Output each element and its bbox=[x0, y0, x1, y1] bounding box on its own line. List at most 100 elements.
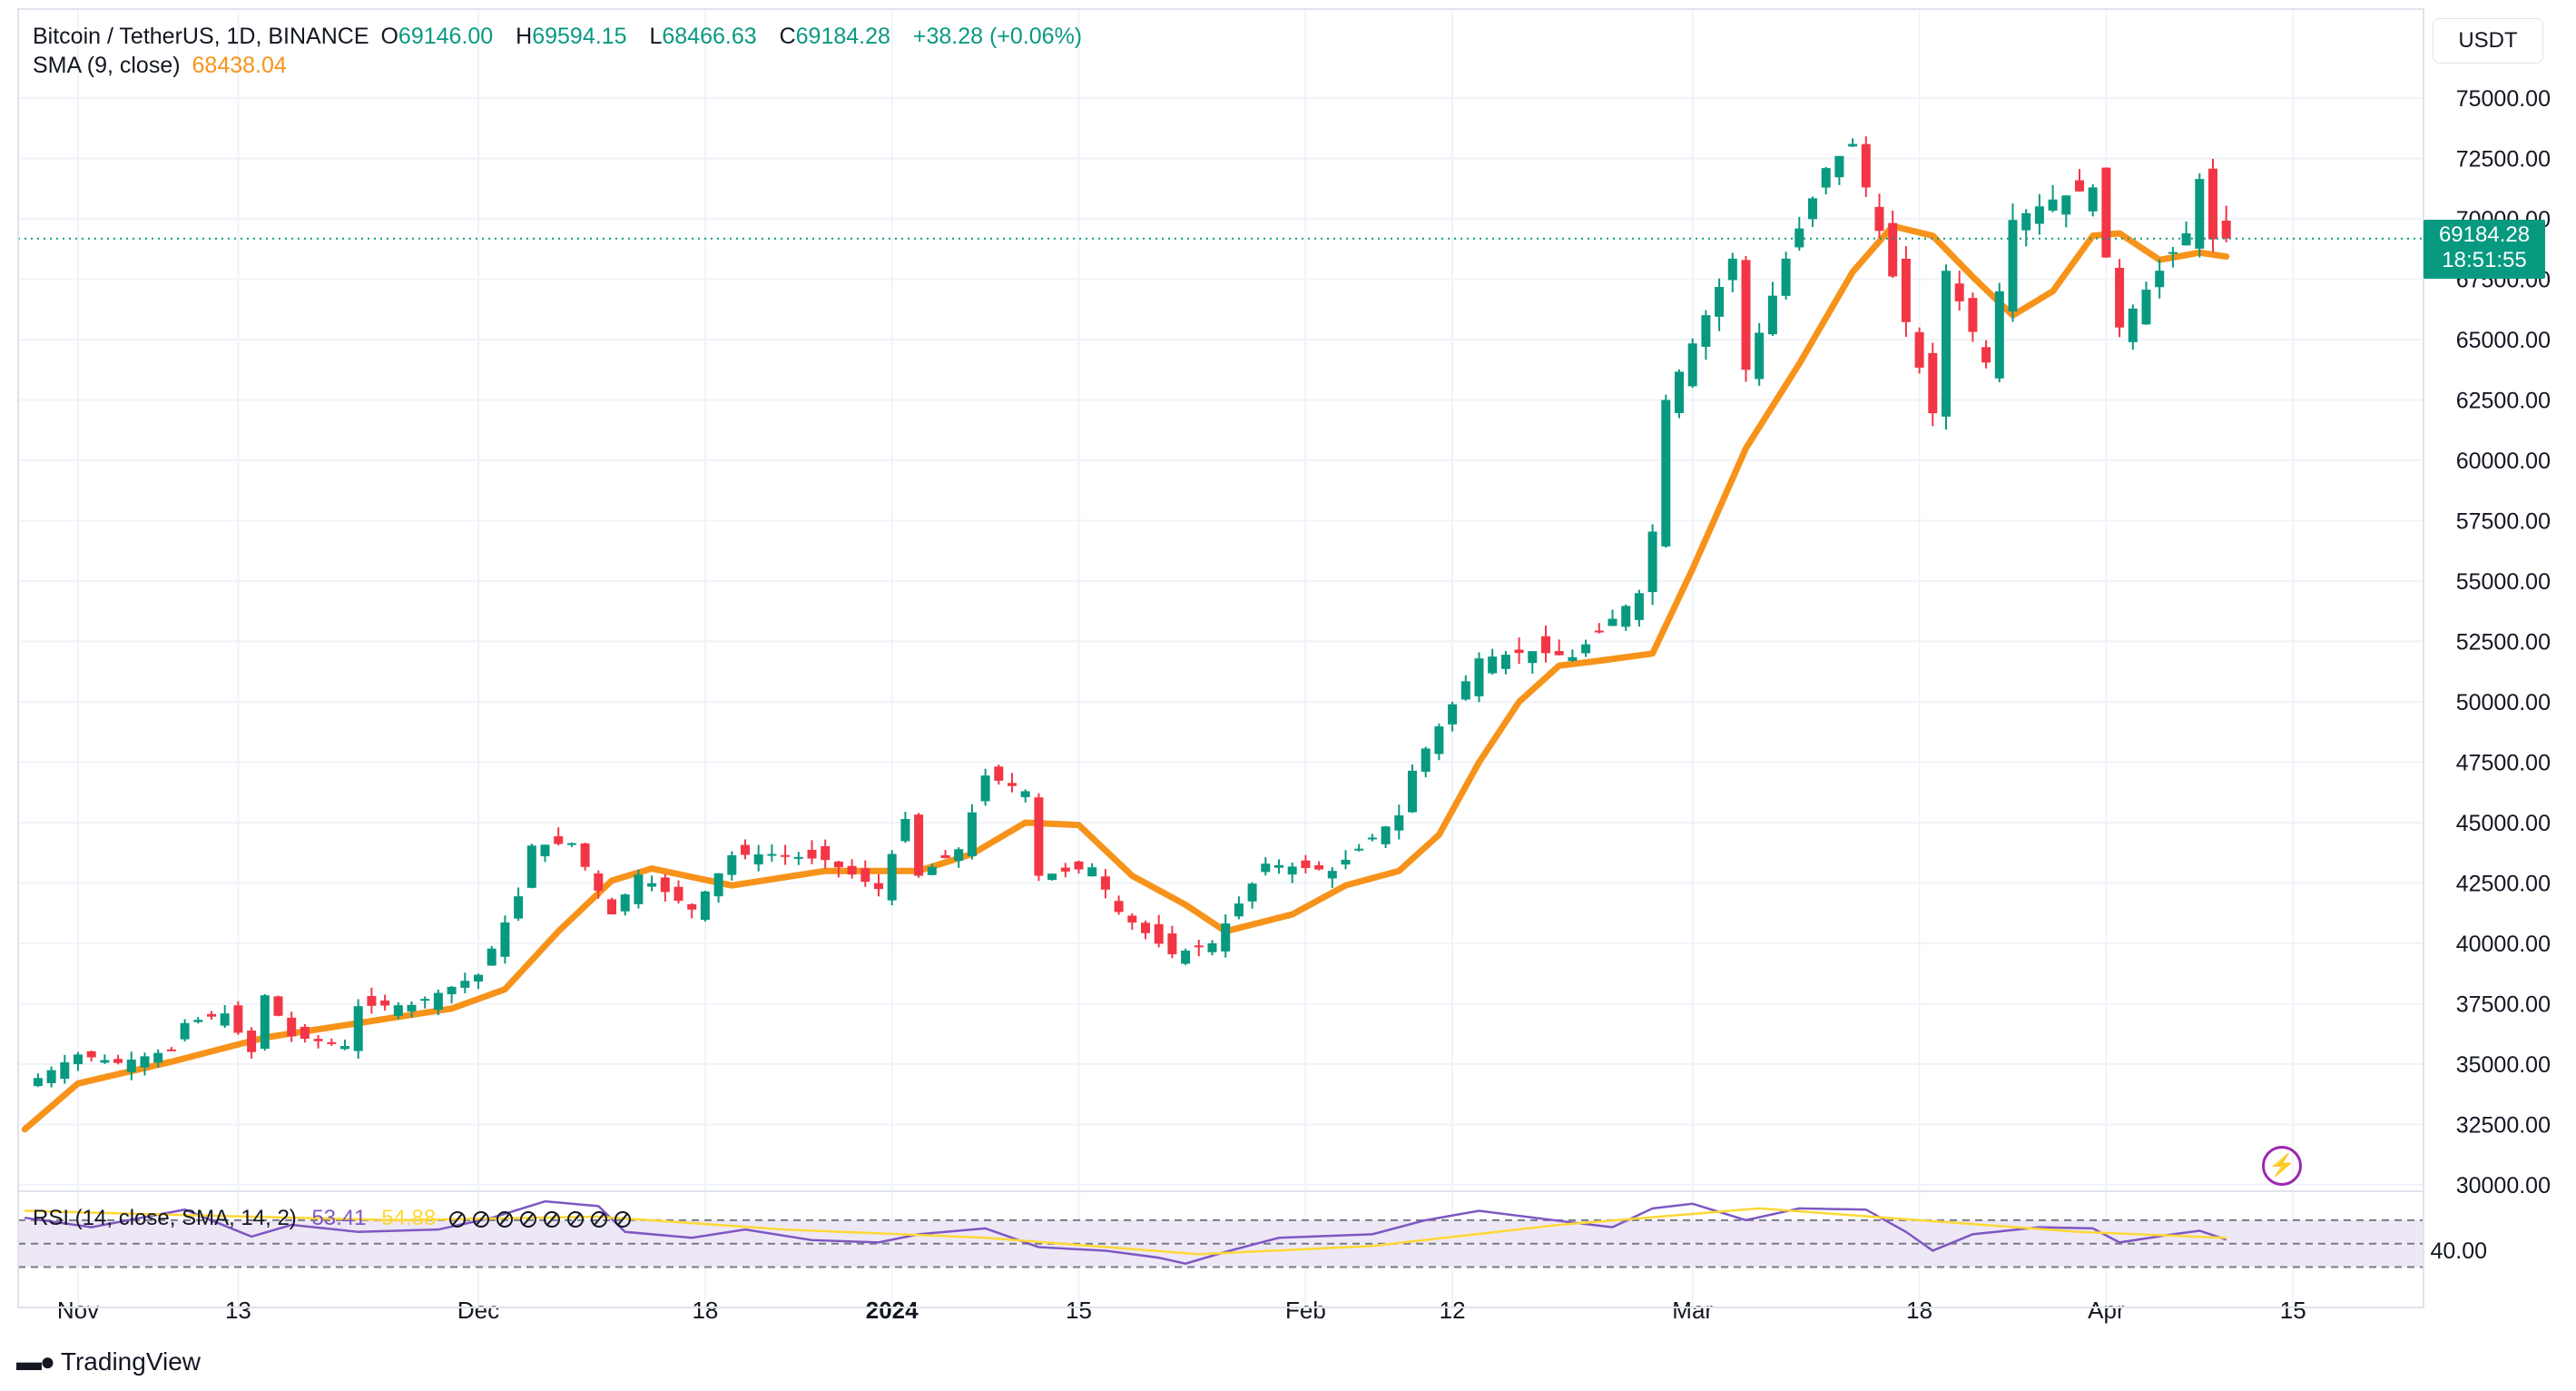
candle bbox=[1087, 863, 1097, 877]
candle bbox=[1755, 322, 1765, 386]
candle-body bbox=[1327, 871, 1337, 879]
candle bbox=[327, 1038, 337, 1046]
candle bbox=[2128, 304, 2138, 350]
candle-body bbox=[860, 868, 870, 883]
candle bbox=[1848, 138, 1858, 147]
candle bbox=[100, 1054, 110, 1064]
candle bbox=[833, 861, 843, 878]
candle bbox=[207, 1011, 216, 1021]
candle bbox=[1060, 863, 1070, 878]
sma-legend[interactable]: SMA (9, close) 68438.04 bbox=[33, 53, 292, 79]
candle-body bbox=[313, 1039, 323, 1041]
candle bbox=[1314, 861, 1324, 871]
low-value: 68466.63 bbox=[662, 24, 757, 49]
price-tick-label: 30000.00 bbox=[2456, 1173, 2551, 1199]
candle-body bbox=[1448, 704, 1458, 725]
candle-body bbox=[2048, 199, 2058, 211]
candle bbox=[1327, 866, 1337, 888]
high-value: 69594.15 bbox=[532, 24, 627, 49]
candle bbox=[526, 843, 536, 889]
candle-body bbox=[741, 844, 750, 855]
candle bbox=[247, 1027, 257, 1059]
candle bbox=[1181, 948, 1191, 965]
candle-body bbox=[1554, 651, 1564, 656]
candle-body bbox=[1047, 873, 1057, 881]
candle bbox=[1341, 850, 1351, 870]
currency-button[interactable]: USDT bbox=[2433, 18, 2543, 64]
candle bbox=[1221, 914, 1231, 958]
candle bbox=[874, 873, 883, 897]
candle-body bbox=[2021, 212, 2031, 231]
candle-body bbox=[580, 843, 590, 867]
candle bbox=[1287, 862, 1297, 883]
time-axis[interactable]: Nov 13 Dec 18 2024 15 Feb 12 Mar 18 Apr 15 bbox=[57, 1297, 2306, 1324]
candle-body bbox=[1127, 915, 1137, 923]
candle bbox=[1621, 604, 1631, 631]
price-tick-label: 52500.00 bbox=[2456, 630, 2551, 656]
rsi-tick-label: 40.00 bbox=[2430, 1238, 2487, 1264]
candle-body bbox=[1968, 298, 1978, 332]
candle bbox=[273, 995, 283, 1017]
sma-value: 68438.04 bbox=[192, 53, 287, 78]
candle-body bbox=[607, 899, 616, 915]
candle bbox=[1568, 649, 1578, 662]
last-price-label: 69184.28 18:51:55 bbox=[2424, 220, 2545, 279]
lightning-bolt-icon[interactable]: ⚡ bbox=[2262, 1146, 2302, 1186]
candle bbox=[860, 860, 870, 887]
candle-body bbox=[1514, 649, 1524, 654]
candles bbox=[33, 136, 2231, 1088]
candle-body bbox=[874, 883, 883, 890]
candle-body bbox=[1861, 143, 1871, 188]
candle-body bbox=[2221, 220, 2231, 239]
candle-body bbox=[126, 1060, 136, 1072]
candle-body bbox=[2208, 168, 2217, 240]
candle bbox=[2195, 173, 2205, 258]
candle bbox=[46, 1066, 56, 1088]
candle-body bbox=[407, 1004, 417, 1011]
candle-body bbox=[2034, 206, 2044, 224]
candle-body bbox=[113, 1059, 123, 1063]
price-tick-label: 75000.00 bbox=[2456, 86, 2551, 112]
candle bbox=[1488, 648, 1498, 675]
candle-body bbox=[2088, 187, 2098, 212]
candle-body bbox=[1141, 922, 1150, 933]
candle-body bbox=[1034, 797, 1044, 876]
candle-body bbox=[1408, 770, 1417, 813]
candle-body bbox=[447, 986, 457, 994]
candle bbox=[1687, 338, 1697, 389]
candle-body bbox=[367, 995, 377, 1006]
price-tick-label: 65000.00 bbox=[2456, 328, 2551, 353]
candle bbox=[1994, 282, 2004, 383]
candle-body bbox=[1221, 923, 1231, 952]
price-axis[interactable]: 75000.0072500.0070000.0067500.0065000.00… bbox=[2430, 86, 2551, 1264]
candle bbox=[607, 897, 616, 915]
candle bbox=[647, 875, 657, 892]
candle-body bbox=[980, 775, 990, 802]
rsi-legend[interactable]: RSI (14, close, SMA, 14, 2) 53.41 54.88 bbox=[33, 1206, 631, 1231]
candle-body bbox=[193, 1020, 203, 1022]
candle-body bbox=[1687, 343, 1697, 387]
candle-body bbox=[713, 873, 723, 897]
candle-body bbox=[900, 819, 910, 842]
candle-body bbox=[1568, 656, 1578, 661]
candle bbox=[1301, 854, 1311, 874]
candle-body bbox=[247, 1031, 257, 1052]
candle-body bbox=[2101, 167, 2111, 258]
candle-body bbox=[594, 873, 604, 891]
candle-body bbox=[1848, 143, 1858, 147]
candle bbox=[1968, 292, 1978, 342]
candle bbox=[487, 945, 497, 966]
candle-body bbox=[340, 1046, 349, 1050]
rsi-pane bbox=[18, 1190, 2424, 1268]
time-tick-label: Mar bbox=[1672, 1297, 1713, 1324]
candle-body bbox=[700, 891, 710, 920]
candle bbox=[1381, 825, 1391, 849]
candle bbox=[1942, 264, 1951, 430]
candle-body bbox=[474, 974, 483, 982]
candle-body bbox=[554, 836, 564, 844]
candle-body bbox=[140, 1056, 150, 1068]
candle bbox=[1154, 914, 1164, 948]
tradingview-logo[interactable]: ▬● TradingView bbox=[16, 1347, 201, 1376]
candle-body bbox=[1874, 206, 1884, 232]
